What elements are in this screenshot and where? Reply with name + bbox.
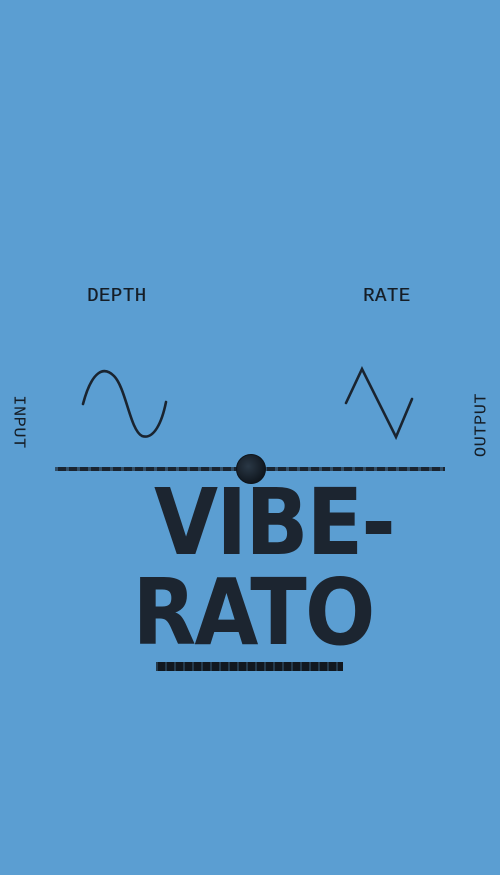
output-jack-label: OUTPUT (472, 392, 492, 458)
title-underline (156, 662, 343, 671)
title-line-2: RATO (132, 559, 375, 667)
footswitch-button[interactable] (236, 454, 266, 484)
rate-label: RATE (363, 285, 411, 307)
triangle-wave-icon[interactable] (340, 362, 420, 444)
input-jack-label: INPUT (8, 395, 28, 449)
depth-label: DEPTH (87, 285, 147, 307)
title-line-1: VIBE- (154, 469, 396, 576)
pedal-title: VIBE- RATO (0, 469, 500, 667)
sine-wave-icon[interactable] (78, 362, 174, 444)
